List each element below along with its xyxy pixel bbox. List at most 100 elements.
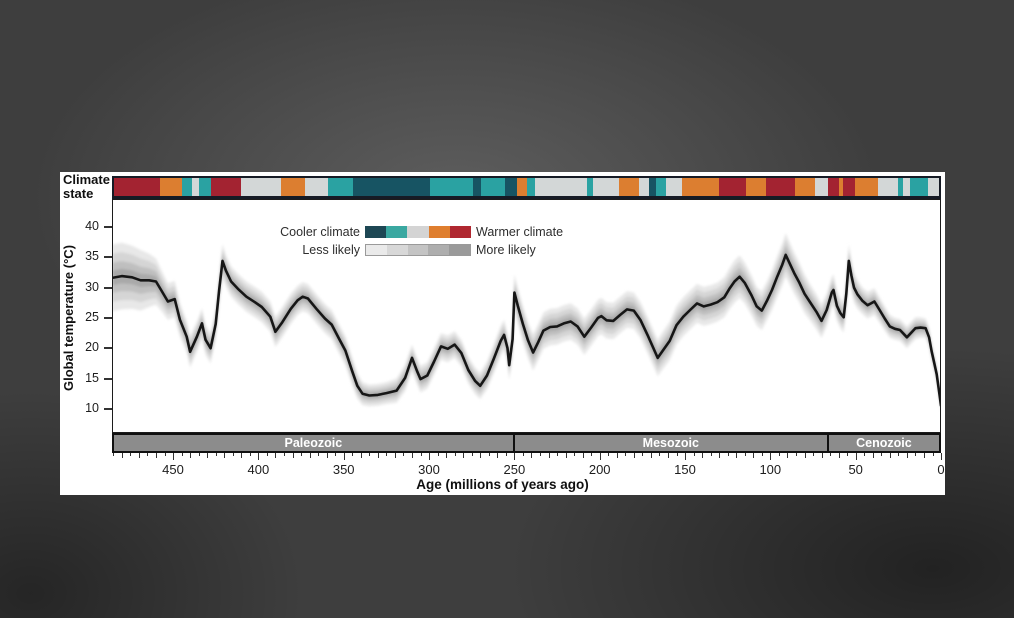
x-minor-tick [284, 453, 285, 456]
climate-bar-segment [897, 178, 903, 196]
era-segment-paleozoic: Paleozoic [284, 436, 343, 450]
x-minor-tick [821, 453, 823, 458]
x-minor-tick [872, 453, 874, 458]
x-minor-tick [838, 453, 840, 458]
temperature-plot [112, 199, 941, 433]
x-minor-tick [403, 453, 405, 456]
climate-bar-segment [839, 178, 844, 196]
legend-less-likely-label: Less likely [302, 243, 360, 257]
x-axis-ticks [112, 453, 942, 462]
climate-bar-segment [181, 178, 192, 196]
legend-cooler-label: Cooler climate [280, 225, 360, 239]
climate-bar-segment [516, 178, 527, 196]
x-minor-tick [787, 453, 789, 458]
x-tick-label: 0 [937, 462, 945, 477]
x-tick-label: 400 [247, 462, 270, 477]
x-major-tick [514, 453, 516, 460]
legend-likelihood-scale [365, 244, 471, 256]
legend-swatch-segment [449, 245, 470, 255]
x-minor-tick [557, 453, 558, 456]
x-minor-tick [130, 453, 132, 456]
y-tick-label: 40 [85, 219, 99, 233]
y-tick [104, 347, 112, 350]
x-minor-tick [539, 453, 541, 456]
y-tick [104, 226, 112, 228]
climate-bar-segment [241, 178, 282, 196]
x-minor-tick [497, 453, 499, 458]
legend: Cooler climate Warmer climate Less likel… [210, 223, 563, 259]
plot-border [112, 199, 941, 433]
x-minor-tick [915, 453, 917, 456]
era-segment-mesozoic: Mesozoic [512, 435, 827, 451]
y-tick [104, 256, 112, 259]
x-minor-tick [181, 453, 183, 456]
x-minor-tick [113, 453, 115, 456]
climate-bar-segment [795, 178, 816, 196]
y-tick [104, 286, 112, 289]
x-minor-tick [710, 453, 712, 456]
x-minor-tick [881, 453, 883, 456]
x-minor-tick [522, 453, 524, 456]
climate-bar-segment [593, 178, 620, 196]
x-minor-tick [761, 453, 763, 456]
x-minor-tick [241, 453, 243, 458]
x-minor-tick [369, 453, 371, 456]
x-minor-tick [266, 453, 268, 456]
x-tick-label: 450 [162, 462, 184, 477]
climate-bar-segment [481, 178, 505, 196]
climate-bar-segment [159, 178, 182, 196]
y-tick [104, 377, 112, 380]
climate-bar-segment [430, 178, 474, 196]
climate-bar-segment [281, 178, 305, 196]
legend-swatch-segment [428, 226, 450, 238]
x-minor-tick [386, 453, 388, 456]
x-minor-tick [932, 453, 934, 456]
climate-bar-segment [828, 178, 840, 196]
climate-bar-segment [526, 178, 535, 196]
y-tick [104, 316, 112, 319]
x-minor-tick [198, 453, 200, 456]
x-minor-tick [625, 453, 627, 456]
x-minor-tick [633, 453, 635, 458]
climate-bar-segment [211, 178, 242, 196]
x-major-tick [770, 453, 772, 460]
x-minor-tick [591, 453, 593, 456]
x-minor-tick [224, 453, 226, 458]
x-axis-title: Age (millions of years ago) [416, 477, 589, 492]
x-minor-tick [454, 453, 456, 456]
x-minor-tick [906, 453, 908, 458]
x-minor-tick [249, 453, 251, 456]
x-minor-tick [275, 453, 277, 458]
y-tick-label: 10 [85, 400, 99, 415]
y-tick-label: 25 [85, 309, 99, 324]
x-minor-tick [420, 453, 422, 456]
x-minor-tick [659, 453, 661, 456]
legend-row-likelihood: Less likely More likely [210, 241, 563, 259]
legend-row-climate: Cooler climate Warmer climate [210, 223, 563, 241]
climate-bar-segment [681, 178, 719, 196]
x-tick-label: 150 [674, 462, 696, 477]
legend-swatch-segment [407, 226, 429, 238]
climate-bar-segment [815, 178, 829, 196]
climate-bar-segment [198, 178, 212, 196]
climate-bar-segment [473, 178, 482, 196]
uncertainty-band [112, 233, 941, 414]
x-minor-tick [463, 453, 465, 458]
x-major-tick [599, 453, 601, 460]
climate-state-label-line2: state [63, 186, 94, 202]
x-major-tick [685, 453, 686, 460]
x-minor-tick [889, 453, 891, 458]
x-minor-tick [830, 453, 832, 456]
x-minor-tick [480, 453, 482, 458]
climate-bar-segment [745, 178, 766, 196]
x-minor-tick [693, 453, 695, 456]
climate-bar-segment [352, 178, 431, 196]
x-minor-tick [360, 453, 362, 458]
x-minor-tick [616, 453, 618, 458]
x-minor-tick [147, 453, 149, 456]
x-minor-tick [207, 453, 209, 458]
x-minor-tick [437, 453, 439, 456]
figure-panel: Climate state Cooler climate Warmer clim… [60, 172, 945, 495]
temperature-curve [112, 253, 941, 408]
x-minor-tick [736, 453, 738, 458]
